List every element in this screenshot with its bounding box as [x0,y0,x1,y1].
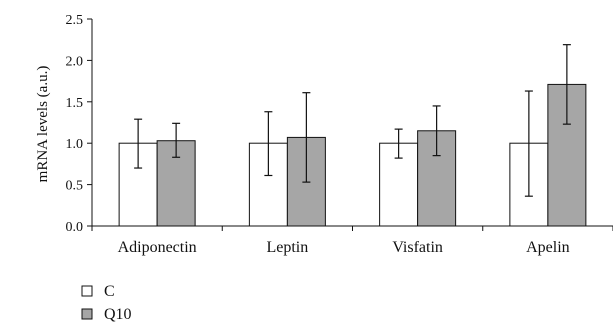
legend-label-q10: Q10 [104,306,132,323]
legend-swatch-c [81,285,93,297]
legend-swatch-q10 [81,308,93,320]
category-label: Apelin [526,239,570,256]
y-tick-label: 2.5 [66,13,84,28]
category-labels: Adiponectin Leptin Visfatin Apelin [118,239,570,256]
y-tick-label: 1.5 [66,96,84,111]
category-label: Adiponectin [118,239,197,256]
y-tick-label: 1.0 [66,137,84,152]
error-bars [134,44,571,197]
category-label: Visfatin [392,239,443,256]
y-tick-labels: 0.0 0.5 1.0 1.5 2.0 2.5 [66,13,92,235]
legend: C Q10 [81,283,132,323]
legend-label-c: C [104,283,115,300]
y-axis-title: mRNA levels (a.u.) [35,66,51,183]
y-tick-label: 0.0 [66,220,84,235]
bars [118,83,587,227]
category-label: Leptin [266,239,308,256]
x-tick-marks [91,226,613,231]
y-tick-label: 0.5 [66,179,84,194]
y-tick-label: 2.0 [66,54,84,69]
